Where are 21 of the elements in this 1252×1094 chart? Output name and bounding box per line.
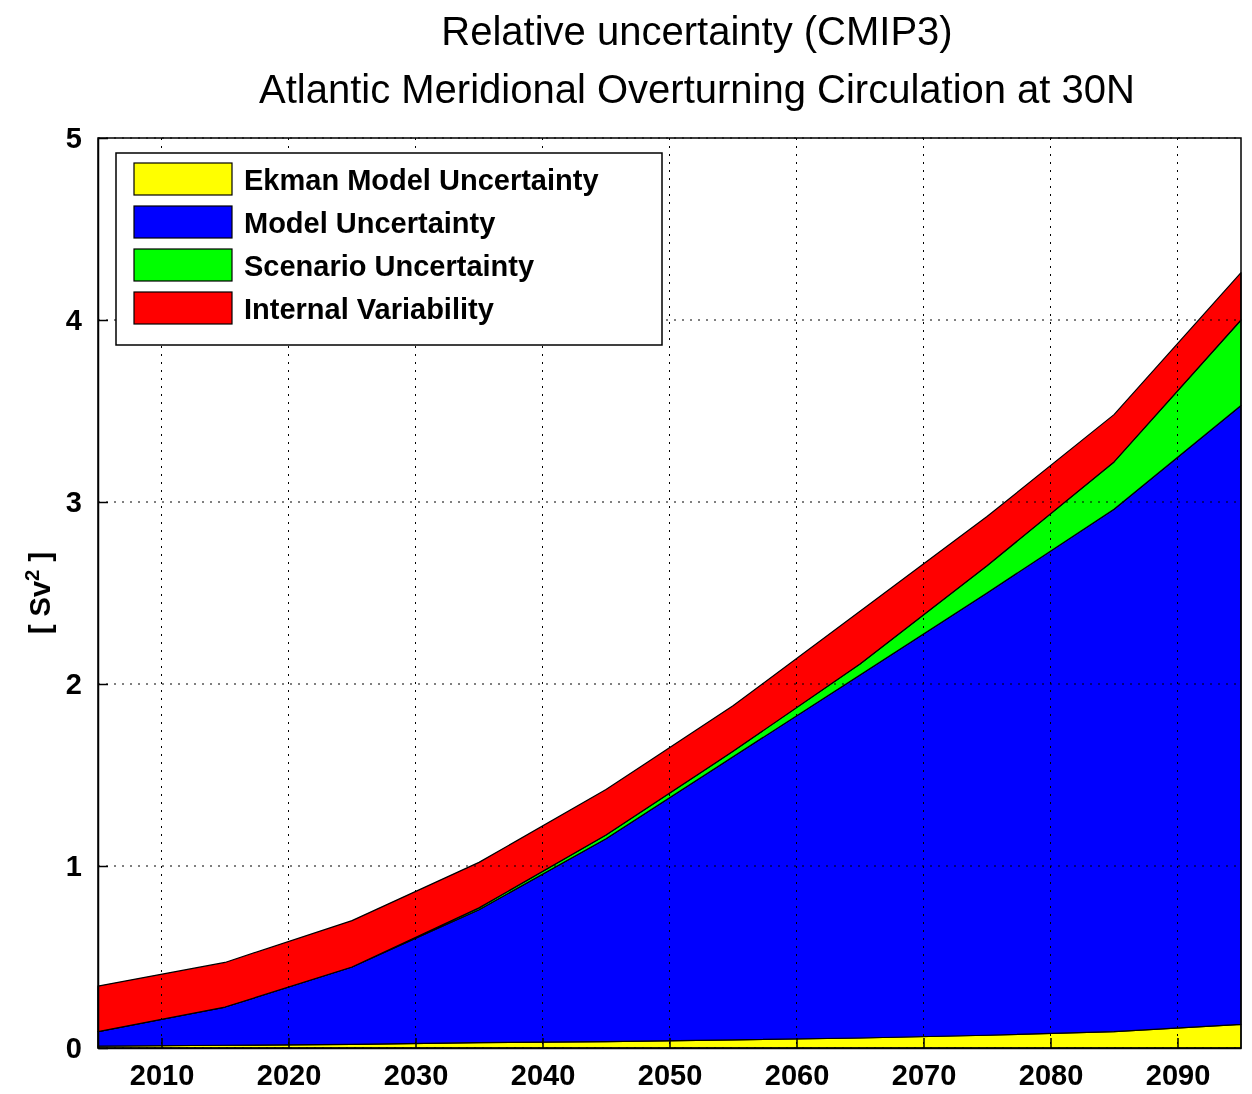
y-tick-label: 3 (65, 485, 82, 518)
x-tick-label: 2020 (256, 1058, 322, 1091)
x-tick-label: 2090 (1145, 1058, 1211, 1091)
x-tick-label: 2080 (1018, 1058, 1084, 1091)
y-tick-label: 5 (65, 121, 82, 154)
chart-title: Relative uncertainty (CMIP3) (441, 9, 953, 53)
y-tick-label: 2 (65, 667, 82, 700)
x-tick-label: 2030 (383, 1058, 449, 1091)
legend-label: Internal Variability (244, 293, 494, 325)
y-tick-label: 4 (65, 303, 82, 336)
legend-label: Scenario Uncertainty (244, 250, 535, 282)
y-tick-label: 0 (65, 1031, 82, 1064)
chart-subtitle: Atlantic Meridional Overturning Circulation at 30N (259, 67, 1135, 111)
x-tick-label: 2010 (129, 1058, 195, 1091)
legend-label: Ekman Model Uncertainty (244, 164, 599, 196)
x-tick-label: 2050 (637, 1058, 703, 1091)
x-tick-label: 2060 (764, 1058, 830, 1091)
legend-label: Model Uncertainty (244, 207, 496, 239)
y-tick-label: 1 (65, 849, 82, 882)
x-tick-label: 2070 (891, 1058, 957, 1091)
x-tick-label: 2040 (510, 1058, 576, 1091)
